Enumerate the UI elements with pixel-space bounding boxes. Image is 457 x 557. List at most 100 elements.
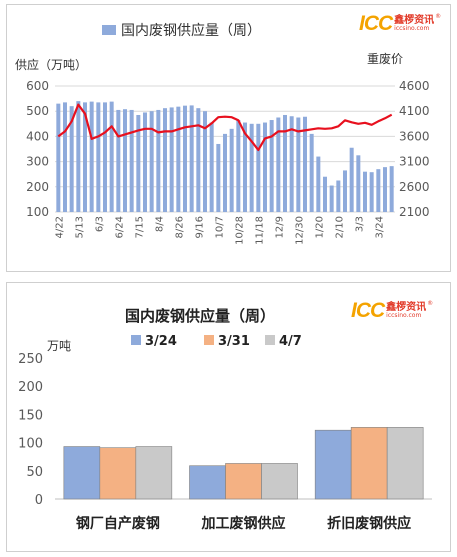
logo-url: iccsino.com xyxy=(386,312,422,319)
supply-bar xyxy=(276,117,281,212)
x-tick-label: 10/28 xyxy=(234,216,245,245)
supply-bar xyxy=(263,122,267,212)
supply-bar xyxy=(123,109,127,212)
supply-bar xyxy=(183,105,187,212)
x-tick-label: 8/4 xyxy=(154,216,165,232)
supply-bar xyxy=(236,120,241,212)
y-tick-label: 200 xyxy=(18,380,43,395)
x-tick-label: 8/26 xyxy=(174,216,185,238)
supply-bar xyxy=(363,171,367,212)
supply-bar xyxy=(96,102,101,212)
category-bar xyxy=(386,427,424,500)
y2-tick-label: 4600 xyxy=(399,79,430,93)
legend-swatch-supply xyxy=(102,25,116,35)
logo-brand-text: ICC xyxy=(351,299,385,322)
supply-bar xyxy=(283,114,287,212)
category-bar xyxy=(189,465,226,500)
y2-axis-title: 重废价 xyxy=(367,51,403,66)
y2-tick-label: 3600 xyxy=(399,129,430,143)
y-axis-title: 供应（万吨） xyxy=(15,57,87,72)
supply-bar xyxy=(349,147,354,212)
y-tick-label: 100 xyxy=(26,205,49,219)
category-bar xyxy=(99,447,137,500)
price-line xyxy=(57,103,393,152)
y2-tick-label: 4100 xyxy=(399,104,430,118)
supply-bar xyxy=(356,155,361,212)
supply-bar xyxy=(203,111,207,212)
x-tick-label: 12/30 xyxy=(294,216,305,245)
supply-bar xyxy=(303,116,307,212)
supply-bar xyxy=(323,176,327,212)
logo-brand-text: ICC xyxy=(359,12,393,35)
y-tick-label: 100 xyxy=(18,437,43,452)
category-label: 加工废钢供应 xyxy=(201,515,286,532)
y-tick-label: 0 xyxy=(35,493,43,508)
logo-name-cn: 鑫椤资讯 xyxy=(386,302,427,313)
supply-bar xyxy=(289,116,294,212)
supply-bar xyxy=(83,102,87,212)
x-tick-label: 9/16 xyxy=(194,216,205,238)
registered-mark-icon: ® xyxy=(427,300,434,307)
supply-bar xyxy=(269,120,274,212)
x-tick-label: 4/22 xyxy=(54,216,65,238)
category-bar xyxy=(225,463,262,500)
category-label: 钢厂自产废钢 xyxy=(76,515,160,532)
supply-bar xyxy=(169,107,174,212)
x-tick-label: 3/24 xyxy=(374,216,385,238)
x-tick-label: 6/24 xyxy=(114,216,125,238)
legend-swatch xyxy=(265,335,275,345)
supply-bar xyxy=(336,180,341,212)
supply-price-combo-chart: 国内废钢供应量（周） 供应（万吨） 重废价 100 200 300 400 500 600 210… xyxy=(15,22,430,245)
category-bar xyxy=(135,446,173,500)
registered-mark-icon: ® xyxy=(435,13,442,20)
supply-bar xyxy=(376,169,381,212)
supply-bar xyxy=(89,101,94,212)
legend-label-supply: 国内废钢供应量（周） xyxy=(121,22,261,39)
supply-bar xyxy=(223,133,227,212)
y-tick-label: 250 xyxy=(18,352,43,367)
supply-bar xyxy=(116,109,121,212)
category-bar xyxy=(63,446,101,500)
y-tick-label: 50 xyxy=(26,465,43,480)
y-tick-label: 300 xyxy=(26,155,49,169)
supply-bar xyxy=(243,122,247,212)
chart-title: 国内废钢供应量（周） xyxy=(125,307,275,325)
x-tick-label: 12/9 xyxy=(274,216,285,238)
supply-by-category-bar-chart: 国内废钢供应量（周） 万吨 3/24 3/31 4/7 0 50 100 150 200 250 钢厂… xyxy=(18,307,432,532)
supply-bar xyxy=(316,156,321,212)
legend-label: 3/24 xyxy=(145,334,177,349)
y-tick-label: 400 xyxy=(26,129,49,143)
supply-bar xyxy=(343,170,347,212)
supply-bar xyxy=(76,101,81,212)
logo-name-cn: 鑫椤资讯 xyxy=(394,15,435,26)
supply-bar xyxy=(103,102,107,212)
supply-bar xyxy=(296,117,301,212)
category-label: 折旧废钢供应 xyxy=(327,515,411,532)
supply-bar xyxy=(136,114,141,212)
x-tick-label: 10/7 xyxy=(214,216,225,238)
supply-bar xyxy=(176,106,181,212)
supply-bar xyxy=(383,167,387,212)
y-axis-title: 万吨 xyxy=(47,339,71,353)
y-tick-label: 500 xyxy=(26,104,49,118)
category-bar xyxy=(261,463,298,500)
legend-label: 4/7 xyxy=(279,334,302,349)
x-tick-label: 2/10 xyxy=(334,216,345,238)
y-tick-label: 200 xyxy=(26,180,49,194)
y-tick-label: 150 xyxy=(18,408,43,423)
supply-bar xyxy=(196,108,201,212)
x-tick-label: 11/18 xyxy=(254,216,265,245)
category-bar xyxy=(350,427,388,500)
x-tick-label: 5/13 xyxy=(74,216,85,238)
supply-bar xyxy=(369,172,374,212)
y2-tick-label: 2100 xyxy=(399,205,430,219)
legend-swatch xyxy=(204,335,214,345)
y-tick-label: 600 xyxy=(26,79,49,93)
supply-bar xyxy=(56,103,61,212)
y2-tick-label: 2600 xyxy=(399,180,430,194)
logo-url: iccsino.com xyxy=(394,25,430,32)
icc-logo-2: ICC 鑫椤资讯 iccsino.com ® xyxy=(351,300,433,321)
supply-bar xyxy=(163,108,167,212)
supply-bar xyxy=(189,105,194,212)
supply-bar xyxy=(329,185,334,212)
